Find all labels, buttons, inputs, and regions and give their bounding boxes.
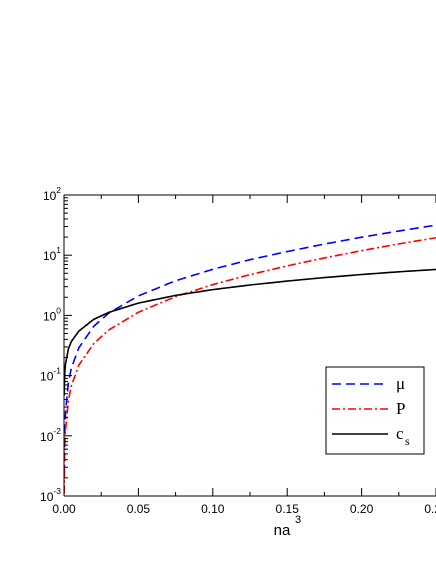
x-tick-label-4: 0.20 <box>350 502 374 516</box>
y-tick-label-1: 10 <box>40 430 54 444</box>
legend-label-subscript-2: s <box>405 434 410 448</box>
y-tick-label-2: 10 <box>40 370 54 384</box>
legend-label-1: P <box>396 399 405 418</box>
series-line-1 <box>64 236 436 494</box>
legend: μPc s <box>325 366 425 455</box>
y-tick-exponent-0: -3 <box>53 486 61 496</box>
y-tick-exponent-4: 1 <box>56 245 61 255</box>
y-tick-exponent-5: 2 <box>56 185 61 195</box>
plot-area <box>64 224 436 494</box>
x-tick-label-1: 0.05 <box>127 502 151 516</box>
x-axis-title: na <box>274 522 291 539</box>
y-tick-label-4: 10 <box>43 249 57 263</box>
x-tick-label-5: 0.25 <box>424 502 436 516</box>
y-tick-label-0: 10 <box>40 490 54 504</box>
y-tick-exponent-1: -2 <box>53 426 61 436</box>
x-axis-title-superscript: 3 <box>295 514 301 526</box>
x-tick-label-0: 0.00 <box>52 502 76 516</box>
axes: 0.000.050.100.150.200.2510-310-210-11001… <box>40 185 436 539</box>
y-tick-label-3: 10 <box>43 309 57 323</box>
series-line-2 <box>64 268 436 396</box>
y-tick-label-5: 10 <box>43 189 57 203</box>
legend-box <box>325 366 425 455</box>
x-tick-label-2: 0.10 <box>201 502 225 516</box>
x-tick-label-3: 0.15 <box>276 502 300 516</box>
legend-label-0: μ <box>396 374 405 393</box>
y-tick-exponent-2: -1 <box>53 366 61 376</box>
y-tick-exponent-3: 0 <box>56 305 61 315</box>
legend-label-2: c <box>396 424 404 443</box>
